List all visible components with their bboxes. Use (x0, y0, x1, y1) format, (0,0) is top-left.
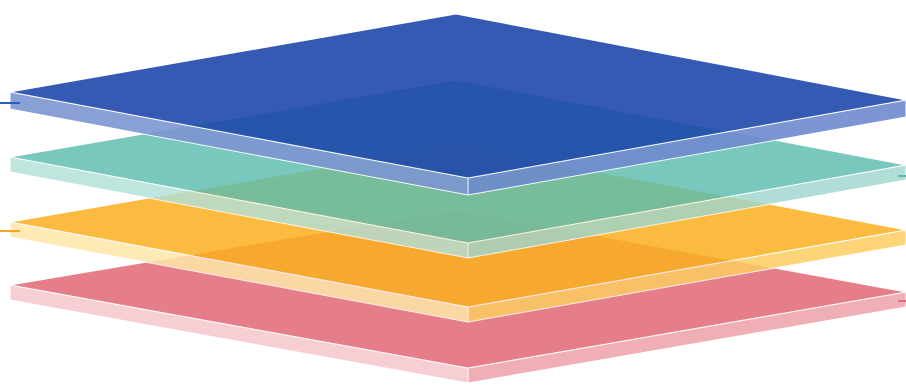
layer-4 (9, 13, 906, 196)
layer-4-top-face (9, 13, 906, 179)
